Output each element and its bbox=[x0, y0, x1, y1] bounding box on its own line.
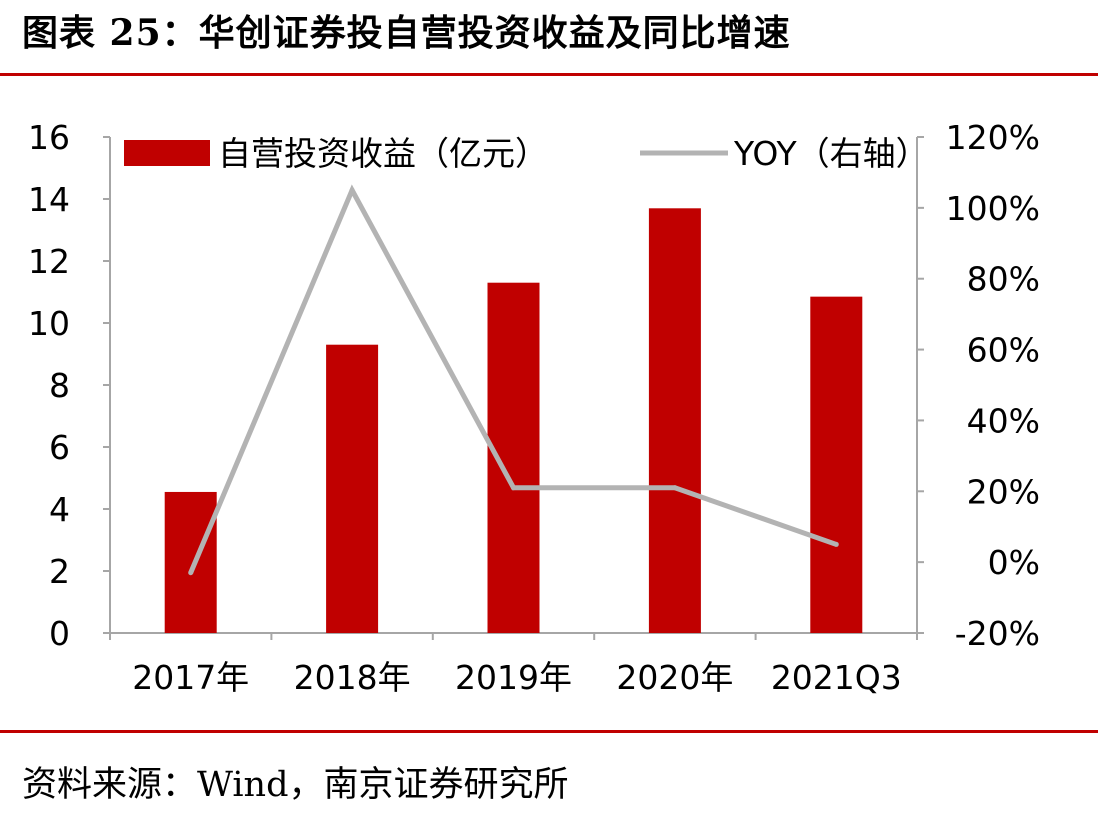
x-tick-label: 2018年 bbox=[294, 658, 411, 697]
legend: 自营投资收益（亿元） YOY（右轴） bbox=[124, 134, 929, 173]
bar-series bbox=[164, 208, 863, 634]
right-tick-label: -20% bbox=[955, 614, 1040, 653]
combo-chart: 0 2 4 6 8 10 12 14 16 -20% 0% 20% 40% 60% 80% 100% 120% 2… bbox=[28, 118, 1040, 697]
yoy-point bbox=[188, 570, 194, 576]
right-tick-label: 120% bbox=[946, 118, 1040, 157]
bar bbox=[810, 296, 863, 633]
left-tick-label: 0 bbox=[49, 614, 70, 653]
right-tick-label: 60% bbox=[967, 331, 1040, 370]
x-tick-label: 2017年 bbox=[132, 658, 249, 697]
right-tick-label: 0% bbox=[988, 543, 1040, 582]
right-tick-label: 40% bbox=[967, 401, 1040, 440]
left-tick-label: 12 bbox=[28, 242, 70, 281]
top-rule bbox=[0, 73, 1098, 76]
bar bbox=[164, 491, 217, 633]
x-tick-label: 2020年 bbox=[616, 658, 733, 697]
figure-title: 图表 25：华创证券投自营投资收益及同比增速 bbox=[22, 12, 791, 54]
yoy-point bbox=[349, 187, 355, 193]
yoy-line-series bbox=[188, 184, 839, 576]
legend-bar-swatch bbox=[124, 140, 210, 166]
left-tick-label: 2 bbox=[49, 552, 70, 591]
x-tick-label: 2019年 bbox=[455, 658, 572, 697]
legend-bar-label: 自营投资收益（亿元） bbox=[218, 134, 548, 173]
bar bbox=[326, 344, 379, 633]
yoy-point bbox=[511, 485, 516, 491]
bottom-rule bbox=[0, 730, 1098, 733]
left-tick-label: 16 bbox=[28, 118, 70, 157]
legend-line-label: YOY（右轴） bbox=[733, 134, 929, 173]
yoy-point bbox=[833, 541, 839, 547]
x-tick-label: 2021Q3 bbox=[771, 658, 902, 697]
left-tick-label: 14 bbox=[28, 180, 70, 219]
bar bbox=[648, 208, 701, 634]
left-tick-label: 8 bbox=[49, 366, 70, 405]
yoy-point bbox=[672, 485, 678, 491]
right-tick-label: 20% bbox=[967, 472, 1040, 511]
left-tick-label: 4 bbox=[49, 490, 70, 529]
chart: 0 2 4 6 8 10 12 14 16 -20% 0% 20% 40% 60% 80% 100% 120% 2… bbox=[0, 80, 1098, 720]
right-tick-label: 80% bbox=[967, 260, 1040, 299]
source-note: 资料来源：Wind，南京证券研究所 bbox=[22, 765, 569, 805]
right-tick-label: 100% bbox=[946, 189, 1040, 228]
axes: 0 2 4 6 8 10 12 14 16 -20% 0% 20% 40% 60% 80% 100% 120% 2… bbox=[28, 118, 1040, 697]
left-tick-label: 10 bbox=[28, 304, 70, 343]
left-tick-label: 6 bbox=[49, 428, 70, 467]
